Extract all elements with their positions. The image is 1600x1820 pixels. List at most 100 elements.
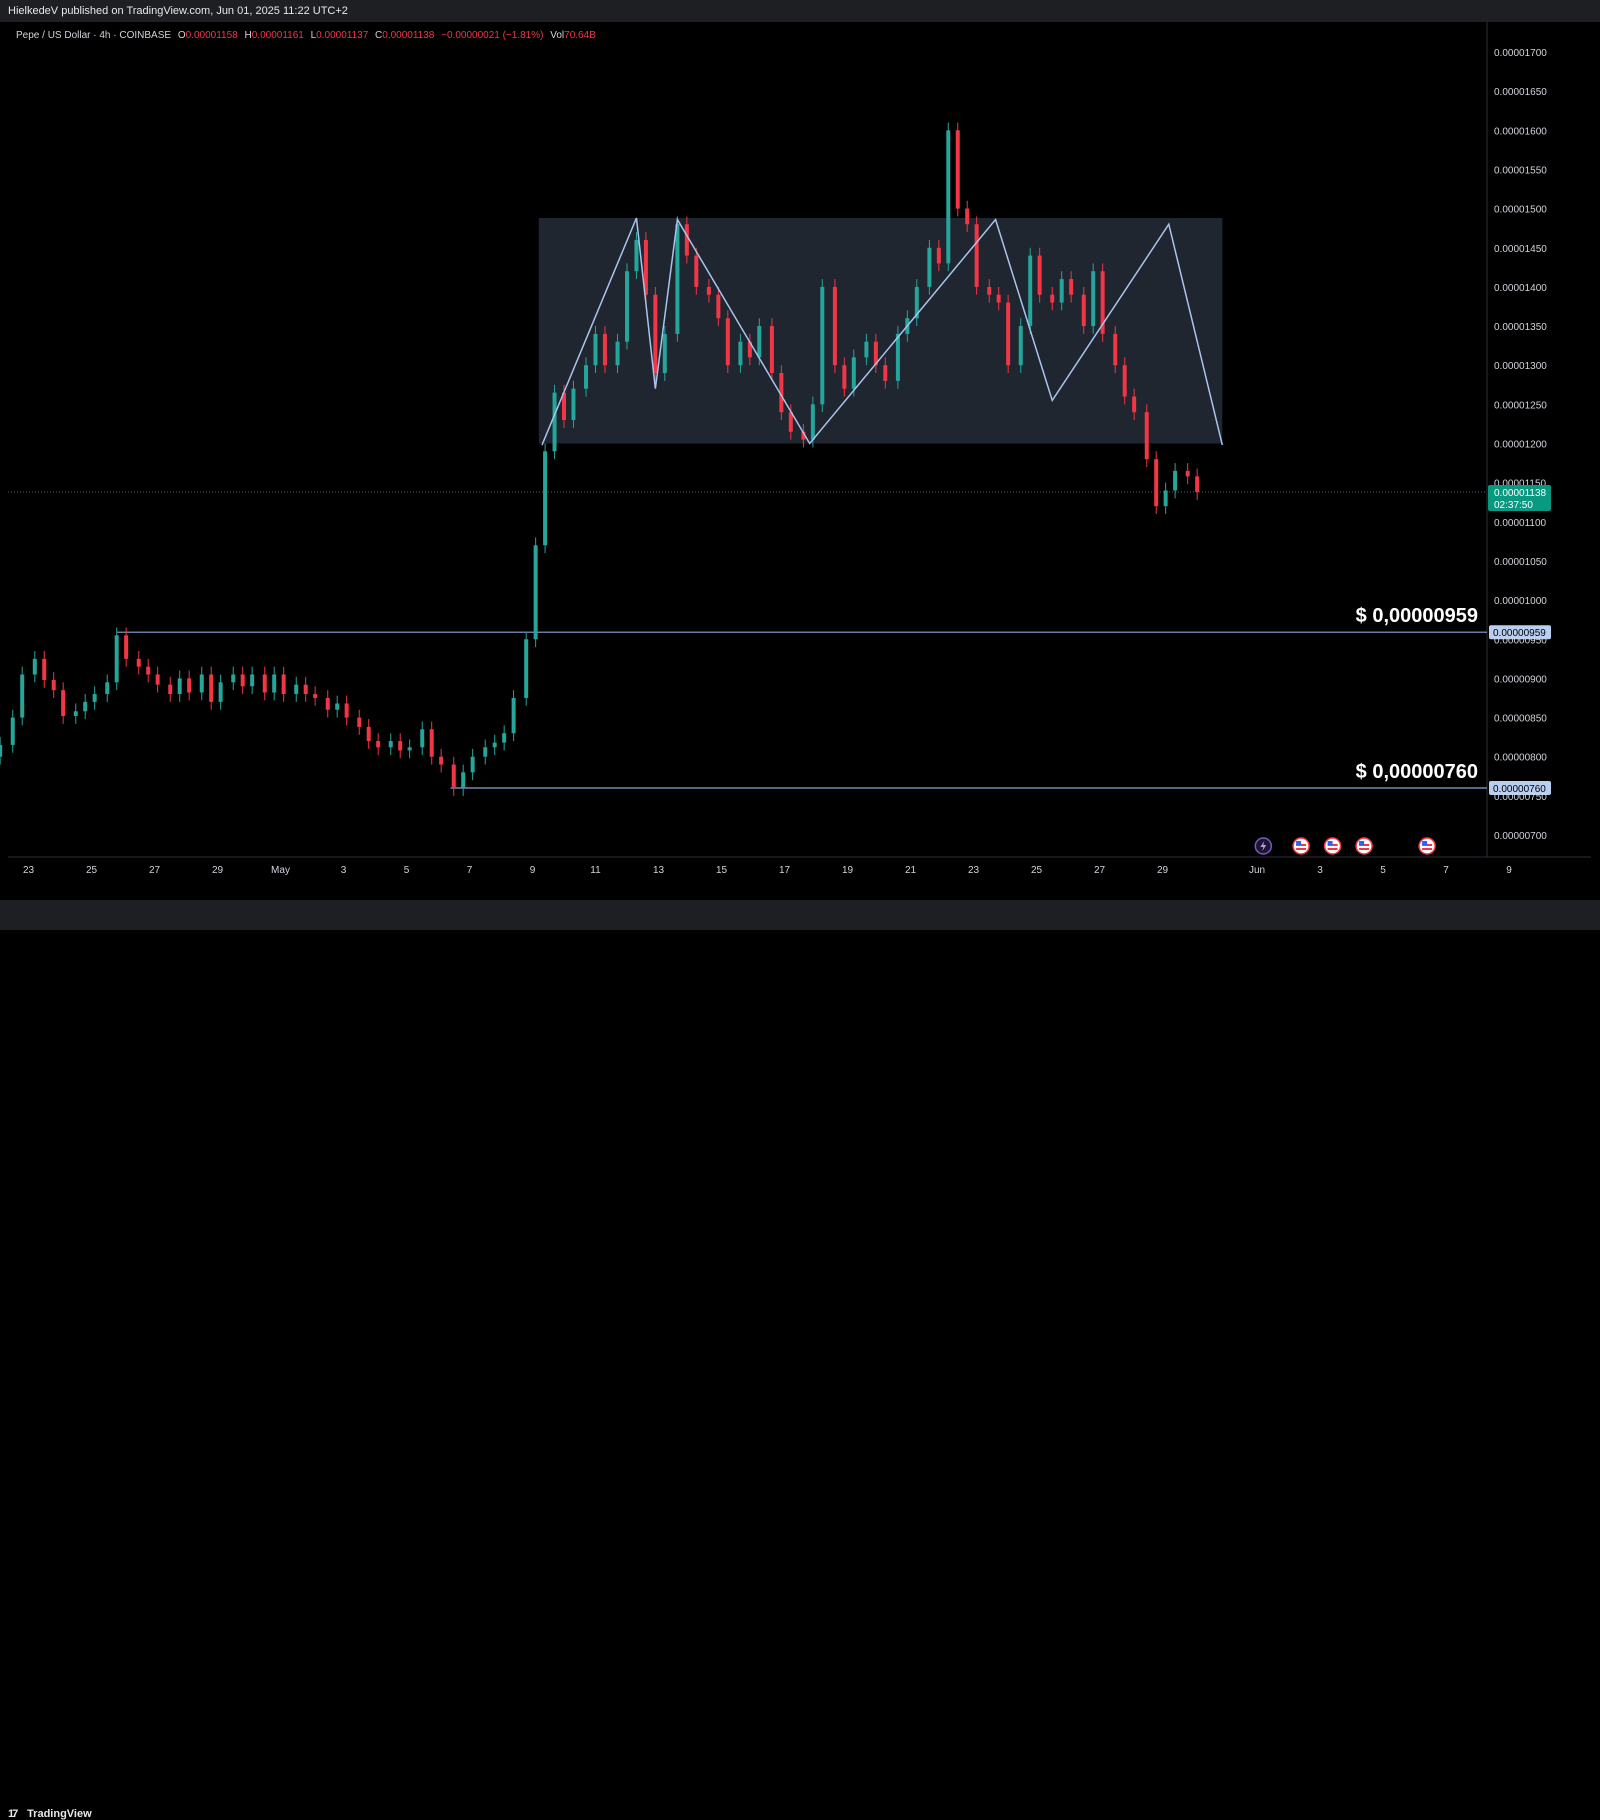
candle-body bbox=[61, 690, 66, 716]
candle-body bbox=[420, 729, 425, 748]
candle-body bbox=[625, 271, 629, 342]
candle-body bbox=[788, 412, 793, 432]
candle-body bbox=[1028, 255, 1033, 327]
candle-body bbox=[376, 741, 381, 748]
candle-body bbox=[584, 365, 589, 389]
candle-body bbox=[114, 635, 119, 683]
zigzag-pattern-line bbox=[541, 217, 1224, 446]
level-axis-label: 0.00000959 bbox=[1493, 628, 1546, 639]
price-tick-label: 0.00000850 bbox=[1494, 714, 1547, 725]
candle-body bbox=[218, 682, 223, 702]
candle-body bbox=[810, 404, 815, 440]
time-tick-label: 19 bbox=[842, 865, 854, 876]
level-axis-tag bbox=[1489, 625, 1551, 640]
price-tick-label: 0.00001550 bbox=[1494, 165, 1547, 176]
close-label: C bbox=[375, 30, 383, 41]
candle-body bbox=[294, 684, 299, 695]
candle-body bbox=[725, 318, 730, 366]
price-chart[interactable]: $ 0,00000959 0.00000959 $ 0,00000760 0.0000… bbox=[0, 0, 1600, 930]
candle-body bbox=[32, 658, 37, 675]
low-label: L bbox=[310, 30, 317, 41]
time-tick-label: 9 bbox=[1506, 865, 1512, 876]
candle-body bbox=[187, 678, 192, 693]
candle-body bbox=[366, 726, 371, 742]
time-tick-label: 9 bbox=[530, 865, 536, 876]
time-tick-label: Jun bbox=[1249, 865, 1265, 876]
support-level-label: $ 0,00000959 bbox=[1356, 605, 1478, 627]
candle-body bbox=[272, 674, 277, 693]
price-tick-label: 0.00001100 bbox=[1494, 518, 1547, 529]
candle-body bbox=[325, 697, 330, 710]
price-tick-label: 0.00001500 bbox=[1494, 205, 1547, 216]
us-flag-canton bbox=[1422, 841, 1428, 845]
time-tick-label: 7 bbox=[467, 865, 473, 876]
us-flag-stripe bbox=[1422, 848, 1433, 850]
candle-body bbox=[1144, 412, 1149, 460]
time-tick-label: 5 bbox=[1380, 865, 1386, 876]
chart-frame[interactable] bbox=[8, 22, 1591, 900]
candle-body bbox=[653, 294, 658, 374]
candle-body bbox=[946, 130, 951, 264]
candle-body bbox=[155, 674, 160, 685]
volume-label: Vol bbox=[550, 30, 565, 41]
candle-body bbox=[136, 658, 141, 667]
candle-body bbox=[199, 674, 204, 693]
candle-body bbox=[634, 239, 639, 272]
candle-body bbox=[1195, 476, 1200, 493]
price-tick-label: 0.00001650 bbox=[1494, 87, 1547, 98]
price-tick-label: 0.00001050 bbox=[1494, 557, 1547, 568]
candle-body bbox=[105, 682, 110, 695]
open-label: O bbox=[177, 30, 186, 41]
time-tick-label: 11 bbox=[590, 865, 601, 876]
candle-body bbox=[429, 729, 434, 757]
price-tick-label: 0.00001150 bbox=[1494, 479, 1547, 490]
candle-body bbox=[124, 635, 129, 659]
candle-body bbox=[461, 772, 466, 789]
candle-body bbox=[801, 431, 806, 440]
candle-body bbox=[470, 756, 475, 773]
candle-body bbox=[873, 341, 878, 366]
candle-body bbox=[1100, 271, 1105, 334]
candle-body bbox=[851, 357, 856, 389]
tradingview-logo[interactable]: 17 TradingView bbox=[8, 1808, 92, 1820]
candle-body bbox=[0, 744, 3, 757]
price-tick-label: 0.00000900 bbox=[1494, 674, 1547, 685]
candle-body bbox=[615, 341, 620, 366]
candle-body bbox=[502, 733, 507, 743]
candle-body bbox=[168, 684, 173, 695]
candle-body bbox=[492, 742, 497, 748]
tradingview-brand: TradingView bbox=[27, 1808, 92, 1820]
open-value: 0.00001158 bbox=[185, 30, 238, 41]
candle-body bbox=[177, 678, 182, 695]
current-price-label: 0.00001138 bbox=[1494, 488, 1547, 499]
candle-body bbox=[335, 703, 340, 710]
price-tick-label: 0.00001700 bbox=[1494, 48, 1547, 59]
candle-body bbox=[73, 711, 78, 716]
candle-body bbox=[543, 451, 548, 546]
candle-body bbox=[1113, 333, 1118, 366]
tradingview-logo-icon: 17 bbox=[8, 1808, 18, 1820]
candle-body bbox=[1122, 365, 1127, 397]
candle-body bbox=[662, 333, 667, 374]
time-tick-label: 25 bbox=[86, 865, 98, 876]
candle-body bbox=[1091, 271, 1096, 327]
candle-body bbox=[303, 684, 308, 695]
time-tick-label: 25 bbox=[1031, 865, 1043, 876]
lightning-bolt-icon bbox=[1260, 841, 1267, 851]
us-flag-canton bbox=[1359, 841, 1365, 845]
candle-body bbox=[533, 545, 538, 640]
candle-body bbox=[1185, 470, 1190, 477]
candle-body bbox=[562, 392, 566, 421]
time-tick-label: 29 bbox=[1157, 865, 1169, 876]
us-flag-stripe bbox=[1327, 848, 1338, 850]
candle-body bbox=[262, 674, 267, 693]
candle-body bbox=[675, 224, 680, 334]
close-value: 0.00001138 bbox=[382, 30, 435, 41]
candle-body bbox=[1006, 302, 1011, 366]
time-tick-label: 29 bbox=[212, 865, 224, 876]
candle-body bbox=[1069, 279, 1074, 295]
candle-body bbox=[1059, 279, 1064, 303]
candle-body bbox=[571, 388, 576, 421]
candle-body bbox=[42, 658, 47, 680]
candle-body bbox=[593, 333, 598, 366]
